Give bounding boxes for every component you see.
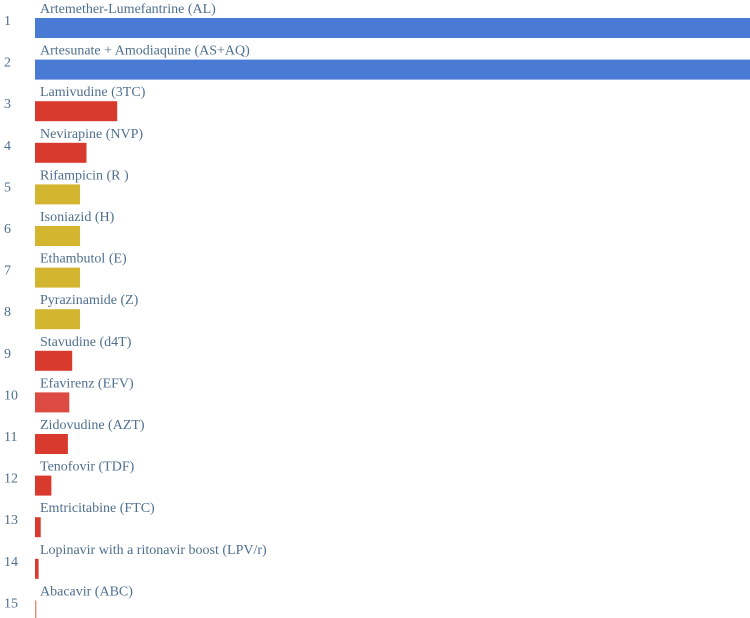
category-label: Tenofovir (TDF) — [40, 460, 135, 475]
bar-row-9 — [35, 350, 73, 371]
bar-row-8 — [35, 309, 80, 330]
category-label: Rifampicin (R ) — [40, 168, 129, 183]
rank-label: 12 — [4, 472, 18, 487]
category-label: Isoniazid (H) — [40, 210, 115, 225]
category-label: Artesunate + Amodiaquine (AS+AQ) — [40, 44, 250, 59]
category-label: Lopinavir with a ritonavir boost (LPV/r) — [40, 543, 267, 558]
category-label: Artemether-Lumefantrine (AL) — [40, 2, 216, 17]
bar-row-13 — [35, 517, 41, 538]
bar-row-14 — [35, 558, 39, 579]
bar-row-3 — [35, 101, 118, 122]
rank-label: 3 — [4, 97, 11, 112]
category-label: Lamivudine (3TC) — [40, 85, 146, 100]
rank-label: 4 — [4, 139, 11, 154]
rank-label: 8 — [4, 305, 11, 320]
bar-row-10 — [35, 392, 70, 413]
category-label: Abacavir (ABC) — [40, 584, 133, 599]
category-label: Stavudine (d4T) — [40, 335, 132, 350]
rank-label: 6 — [4, 222, 11, 237]
bar-row-12 — [35, 475, 52, 496]
rank-label: 10 — [4, 388, 18, 403]
category-label: Ethambutol (E) — [40, 252, 127, 267]
rank-label: 9 — [4, 347, 11, 362]
bar-row-15 — [35, 600, 37, 618]
category-label: Efavirenz (EFV) — [40, 376, 134, 391]
category-label: Nevirapine (NVP) — [40, 127, 143, 142]
rank-label: 2 — [4, 56, 11, 71]
rank-label: 13 — [4, 513, 18, 528]
bar-row-6 — [35, 226, 80, 246]
category-label: Emtricitabine (FTC) — [40, 501, 155, 516]
bar-row-4 — [35, 142, 87, 163]
rank-label: 14 — [4, 555, 18, 570]
bar-row-5 — [35, 184, 80, 205]
bar-row-7 — [35, 267, 80, 288]
bar-row-2 — [35, 59, 750, 80]
rank-label: 15 — [4, 596, 18, 611]
bar-row-1 — [35, 18, 750, 38]
rank-label: 5 — [4, 180, 11, 195]
category-label: Zidovudine (AZT) — [40, 418, 145, 433]
category-label: Pyrazinamide (Z) — [40, 293, 139, 308]
bar-row-11 — [35, 434, 68, 454]
rank-label: 11 — [4, 430, 17, 445]
rank-label: 1 — [4, 14, 11, 29]
rank-label: 7 — [4, 264, 11, 279]
